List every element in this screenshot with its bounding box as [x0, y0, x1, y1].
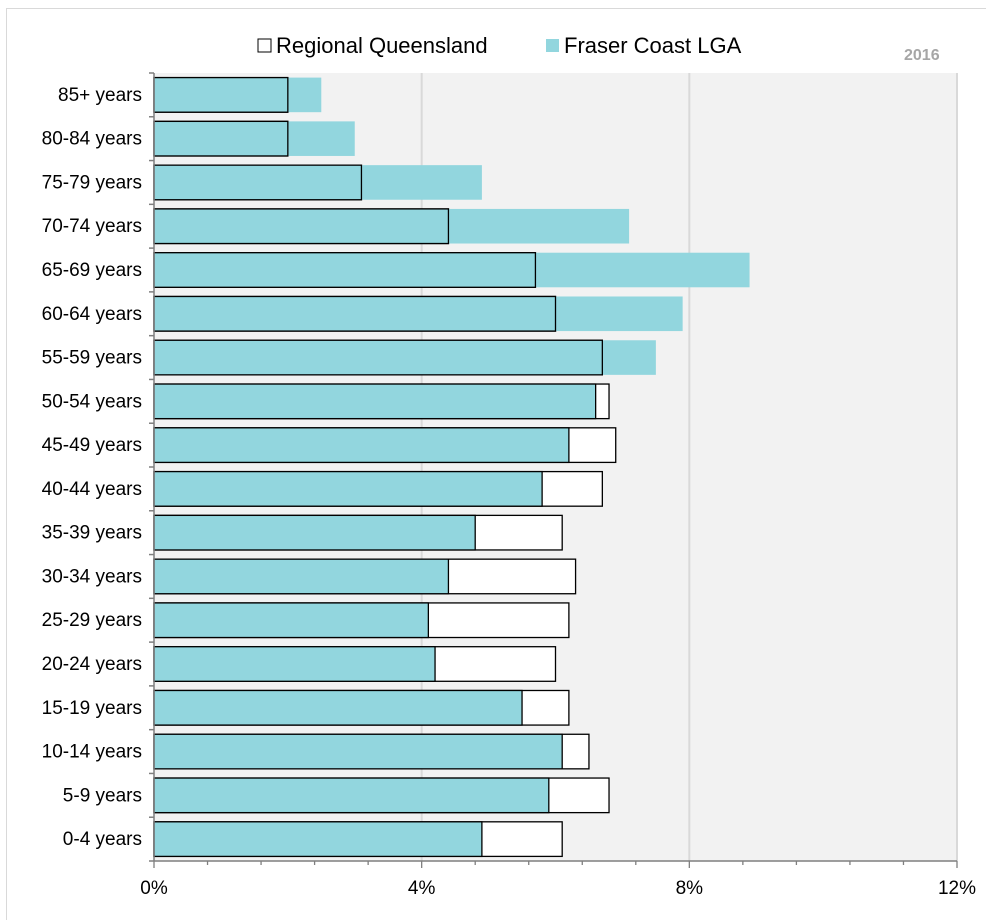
tick-labels: 0% 4% 8% 12%: [140, 878, 976, 899]
legend: Regional Queensland Fraser Coast LGA: [257, 33, 742, 58]
category-label-85plus-years: 85+ years: [58, 85, 142, 106]
bar-fraser-coast-70-74-years: [154, 208, 630, 244]
legend-label-regional-queensland: Regional Queensland: [276, 33, 488, 58]
bar-fraser-coast-35-39-years: [154, 515, 476, 550]
bar-fraser-coast-80-84-years: [154, 121, 355, 156]
bar-fraser-coast-10-14-years: [154, 734, 563, 769]
axes: [149, 72, 958, 868]
bar-fraser-coast-40-44-years: [154, 471, 543, 507]
bar-fraser-coast-50-54-years: [154, 384, 596, 419]
bar-fraser-coast-60-64-years: [154, 296, 683, 332]
plot-area: [154, 73, 957, 861]
legend-label-fraser-coast: Fraser Coast LGA: [564, 33, 742, 58]
category-label-45-49-years: 45-49 years: [42, 435, 142, 456]
x-tick-label: 0%: [140, 878, 168, 899]
year-label: 2016: [904, 47, 940, 64]
category-label-75-79-years: 75-79 years: [42, 172, 142, 193]
category-label-80-84-years: 80-84 years: [42, 129, 142, 150]
x-tick-label: 8%: [676, 878, 704, 899]
category-label-70-74-years: 70-74 years: [42, 216, 142, 237]
bar-fraser-coast-25-29-years: [154, 602, 429, 638]
category-label-35-39-years: 35-39 years: [42, 523, 142, 544]
category-label-15-19-years: 15-19 years: [42, 698, 142, 719]
bar-fraser-coast-30-34-years: [154, 559, 449, 594]
x-tick-label: 12%: [938, 878, 976, 899]
category-label-60-64-years: 60-64 years: [42, 304, 142, 325]
category-label-30-34-years: 30-34 years: [42, 566, 142, 587]
category-label-40-44-years: 40-44 years: [42, 479, 142, 500]
bar-fraser-coast-55-59-years: [154, 340, 656, 375]
category-label-10-14-years: 10-14 years: [42, 742, 142, 763]
bar-fraser-coast-75-79-years: [154, 165, 482, 200]
bar-fraser-coast-65-69-years: [154, 252, 750, 288]
category-label-65-69-years: 65-69 years: [42, 260, 142, 281]
category-label-5-9-years: 5-9 years: [63, 785, 142, 806]
category-label-0-4-years: 0-4 years: [63, 829, 142, 850]
bar-fraser-coast-5-9-years: [154, 778, 549, 813]
bar-fraser-coast-85plus-years: [154, 77, 322, 113]
category-label-55-59-years: 55-59 years: [42, 348, 142, 369]
bar-fraser-coast-20-24-years: [154, 646, 436, 682]
bar-fraser-coast-0-4-years: [154, 821, 482, 857]
category-label-50-54-years: 50-54 years: [42, 391, 142, 412]
category-labels: 85+ years 80-84 years 75-79 years 70-74 yea…: [42, 85, 142, 850]
bar-fraser-coast-45-49-years: [154, 427, 569, 463]
category-label-20-24-years: 20-24 years: [42, 654, 142, 675]
gridlines: [420, 73, 958, 861]
bar-fraser-coast-15-19-years: [154, 690, 523, 726]
x-tick-label: 4%: [408, 878, 436, 899]
bars: [153, 76, 750, 858]
category-label-25-29-years: 25-29 years: [42, 610, 142, 631]
legend-swatch-regional-queensland: [257, 38, 272, 53]
legend-swatch-fraser-coast: [546, 39, 559, 52]
